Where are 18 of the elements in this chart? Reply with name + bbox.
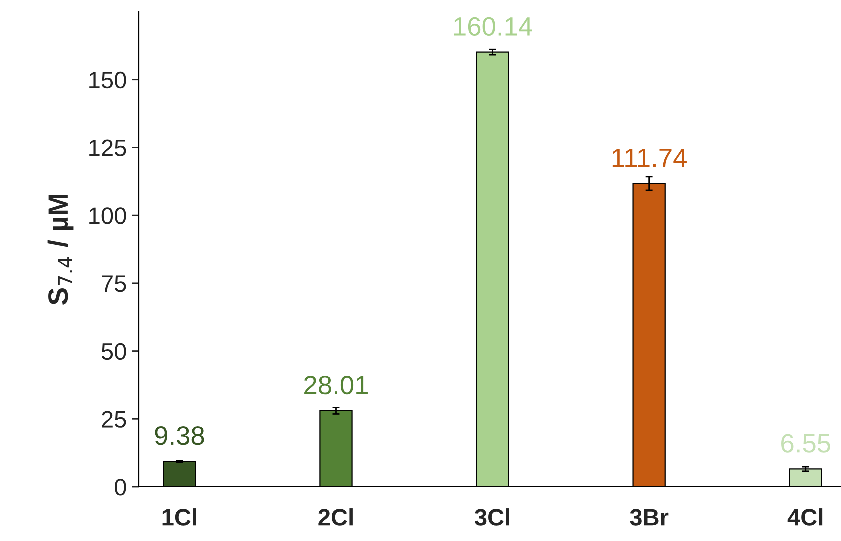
- x-tick-label: 1Cl: [162, 508, 196, 526]
- data-label: 9.38: [155, 426, 204, 446]
- y-axis-title: S$_{7.4}$ / µM: [48, 194, 74, 306]
- y-tick-label: 150: [90, 72, 126, 89]
- data-label: 6.55: [782, 434, 830, 453]
- y-tick-label: 75: [102, 276, 126, 292]
- data-label: 111.74: [612, 148, 687, 168]
- x-tick-label: 3Cl: [474, 508, 510, 526]
- y-tick-label: 125: [90, 140, 126, 156]
- x-tick-label: 2Cl: [318, 508, 353, 526]
- y-tick-label: 100: [90, 208, 126, 224]
- data-label: 160.14: [454, 17, 532, 36]
- data-label: 28.01: [304, 376, 368, 395]
- x-tick-label: 4Cl: [788, 508, 823, 526]
- y-tick-label: 0: [114, 479, 126, 496]
- y-tick-label: 50: [102, 343, 126, 360]
- x-tick-label: 3Br: [630, 509, 669, 526]
- y-tick-label: 25: [102, 411, 126, 428]
